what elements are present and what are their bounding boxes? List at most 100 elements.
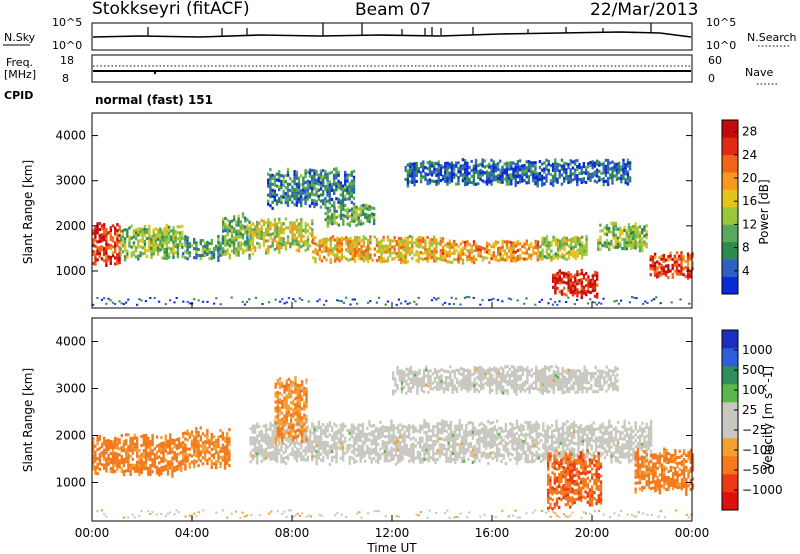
echo-cell [344, 424, 347, 428]
echo-cell [92, 253, 95, 257]
echo-cell [96, 222, 99, 226]
echo-cell [394, 447, 398, 451]
echo-cell [315, 169, 318, 173]
echo-cell [313, 455, 316, 459]
echo-cell [485, 173, 489, 177]
echo-cell [355, 205, 358, 209]
echo-cell [223, 448, 227, 452]
echo-cell [572, 426, 576, 430]
echo-cell [190, 460, 194, 464]
echo-cell [249, 242, 252, 246]
echo-cell [116, 443, 119, 447]
echo-cell [587, 287, 590, 291]
echo-cell [449, 459, 453, 463]
echo-cell [463, 162, 467, 166]
echo-cell [512, 241, 515, 245]
echo-cell [326, 206, 330, 210]
echo-cell [443, 453, 446, 457]
echo-cell [291, 221, 294, 225]
echo-cell [348, 446, 351, 450]
echo-cell [519, 242, 522, 246]
echo-cell [289, 197, 292, 201]
echo-cell [454, 433, 457, 437]
echo-cell [160, 442, 163, 446]
echo-cell [361, 455, 365, 459]
echo-cell [176, 237, 180, 241]
echo-cell [399, 441, 402, 445]
echo-cell [326, 444, 329, 448]
echo-cell [219, 455, 222, 459]
echo-cell [359, 438, 362, 442]
echo-cell [315, 453, 318, 457]
echo-cell [333, 191, 336, 195]
near-range-cell [516, 299, 519, 302]
echo-cell [199, 426, 202, 430]
echo-cell [583, 243, 586, 247]
echo-cell [357, 429, 360, 433]
echo-cell [466, 258, 469, 262]
echo-cell [460, 423, 464, 427]
freq-outlier-point [153, 71, 157, 75]
echo-cell [336, 254, 339, 258]
echo-cell [350, 444, 354, 448]
echo-cell [130, 236, 133, 240]
echo-cell [167, 225, 171, 229]
echo-cell [188, 251, 191, 255]
echo-cell [327, 238, 330, 242]
echo-cell [204, 250, 207, 254]
echo-cell [341, 196, 345, 200]
near-range-cell [534, 303, 537, 306]
echo-cell [195, 256, 198, 260]
echo-cell [313, 178, 316, 182]
echo-cell [219, 464, 222, 468]
echo-cell [253, 448, 257, 452]
echo-cell [174, 235, 177, 239]
echo-cell [210, 238, 213, 242]
echo-cell [356, 241, 359, 245]
echo-cell [478, 423, 481, 427]
echo-cell [224, 252, 227, 256]
echo-cell [256, 440, 259, 444]
echo-cell [543, 176, 546, 180]
echo-cell [311, 228, 314, 232]
echo-cell [487, 432, 490, 436]
echo-cell [130, 254, 133, 258]
echo-cell [319, 431, 323, 435]
echo-cell [458, 422, 461, 426]
echo-cell [467, 457, 470, 461]
echo-cell [193, 247, 196, 251]
echo-cell [405, 444, 409, 448]
echo-cell [147, 445, 150, 449]
echo-cell [151, 464, 154, 468]
echo-cell [625, 244, 628, 248]
echo-cell [289, 182, 292, 186]
echo-cell [233, 227, 236, 231]
echo-cell [346, 213, 349, 217]
echo-cell [493, 437, 497, 441]
echo-cell [258, 233, 261, 237]
echo-cell [599, 247, 602, 251]
echo-cell [587, 278, 590, 282]
echo-cell [94, 232, 97, 236]
echo-cell [493, 434, 497, 438]
echo-cell [368, 432, 371, 436]
echo-cell [547, 168, 550, 172]
echo-cell [158, 470, 161, 474]
echo-cell [341, 434, 345, 438]
echo-cell [510, 241, 513, 245]
near-range-cell [384, 303, 387, 306]
echo-cell [548, 435, 552, 439]
echo-cell [96, 246, 99, 250]
echo-cell [212, 441, 216, 445]
echo-cell [333, 203, 336, 207]
echo-cell [424, 248, 427, 252]
echo-cell [404, 240, 407, 244]
echo-cell [611, 160, 614, 164]
echo-cell [588, 428, 591, 432]
echo-cell [154, 242, 158, 246]
echo-cell [271, 206, 274, 210]
echo-cell [414, 438, 417, 442]
echo-cell [368, 220, 371, 224]
echo-cell [492, 242, 495, 246]
echo-cell [545, 235, 549, 239]
